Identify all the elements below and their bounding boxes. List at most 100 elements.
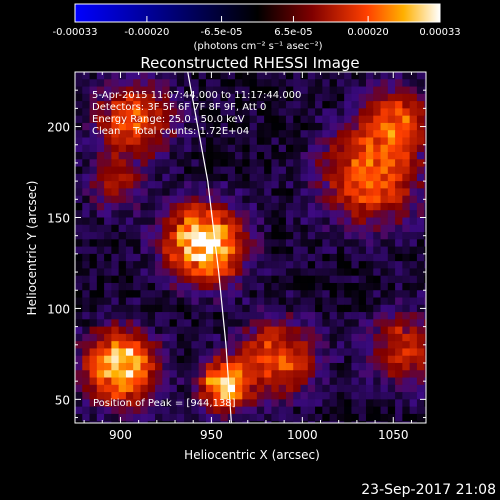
- heatmap-cell: [242, 210, 251, 218]
- heatmap-cell: [118, 362, 127, 371]
- heatmap-cell: [89, 413, 98, 422]
- heatmap-cell: [344, 413, 352, 422]
- heatmap-cell: [351, 217, 360, 226]
- heatmap-cell: [293, 79, 302, 88]
- heatmap-cell: [176, 130, 185, 138]
- heatmap-cell: [249, 268, 258, 277]
- heatmap-cell: [235, 326, 243, 335]
- heatmap-cell: [155, 144, 163, 153]
- heatmap-cell: [293, 362, 302, 371]
- heatmap-cell: [293, 152, 302, 160]
- heatmap-cell: [351, 86, 360, 95]
- heatmap-cell: [256, 152, 265, 160]
- y-tick-label: 200: [47, 121, 70, 135]
- heatmap-cell: [387, 108, 396, 117]
- heatmap-cell: [373, 130, 382, 138]
- heatmap-cell: [365, 370, 374, 379]
- heatmap-cell: [417, 428, 425, 436]
- heatmap-cell: [278, 72, 287, 80]
- heatmap-cell: [285, 195, 294, 204]
- heatmap-cell: [147, 159, 156, 168]
- heatmap-cell: [235, 239, 243, 248]
- heatmap-cell: [307, 188, 316, 197]
- heatmap-cell: [285, 362, 294, 371]
- heatmap-cell: [227, 159, 236, 168]
- heatmap-cell: [395, 304, 403, 313]
- heatmap-cell: [242, 159, 251, 168]
- heatmap-cell: [242, 406, 251, 415]
- heatmap-cell: [169, 275, 178, 284]
- heatmap-cell: [424, 428, 432, 436]
- heatmap-cell: [416, 246, 425, 255]
- heatmap-cell: [409, 333, 418, 342]
- heatmap-cell: [82, 166, 91, 175]
- heatmap-cell: [365, 421, 374, 423]
- heatmap-cell: [205, 341, 214, 349]
- heatmap-cell: [198, 108, 207, 117]
- heatmap-cell: [424, 202, 426, 211]
- heatmap-cell: [111, 348, 120, 357]
- heatmap-cell: [147, 304, 156, 313]
- heatmap-cell: [387, 210, 396, 218]
- heatmap-cell: [82, 261, 91, 269]
- heatmap-cell: [395, 232, 403, 240]
- heatmap-cell: [416, 137, 425, 146]
- heatmap-cell: [380, 312, 389, 320]
- heatmap-cell: [118, 399, 127, 408]
- heatmap-cell: [176, 108, 185, 117]
- heatmap-cell: [387, 282, 396, 291]
- heatmap-cell: [409, 282, 418, 291]
- generation-timestamp: 23-Sep-2017 21:08: [361, 482, 496, 498]
- heatmap-cell: [380, 290, 389, 299]
- heatmap-cell: [264, 93, 272, 102]
- heatmap-cell: [169, 232, 178, 240]
- heatmap-cell: [75, 217, 83, 226]
- heatmap-cell: [184, 304, 192, 313]
- heatmap-cell: [365, 93, 374, 102]
- heatmap-cell: [198, 246, 207, 255]
- heatmap-cell: [220, 384, 229, 393]
- heatmap-cell: [358, 159, 367, 168]
- heatmap-cell: [315, 421, 323, 423]
- heatmap-cell: [373, 421, 382, 423]
- heatmap-cell: [162, 246, 171, 255]
- heatmap-cell: [402, 362, 411, 371]
- heatmap-cell: [344, 297, 352, 306]
- heatmap-cell: [242, 333, 251, 342]
- heatmap-cell: [387, 348, 396, 357]
- heatmap-cell: [322, 377, 331, 386]
- heatmap-cell: [380, 210, 389, 218]
- heatmap-cell: [285, 79, 294, 88]
- heatmap-cell: [336, 217, 345, 226]
- heatmap-cell: [409, 268, 418, 277]
- heatmap-cell: [242, 232, 251, 240]
- heatmap-cell: [198, 384, 207, 393]
- heatmap-cell: [155, 130, 163, 138]
- heatmap-cell: [373, 72, 382, 80]
- heatmap-cell: [424, 362, 426, 371]
- heatmap-cell: [365, 355, 374, 364]
- heatmap-cell: [227, 290, 236, 299]
- heatmap-cell: [315, 282, 323, 291]
- heatmap-cell: [351, 326, 360, 335]
- heatmap-cell: [111, 333, 120, 342]
- heatmap-cell: [227, 72, 236, 80]
- heatmap-cell: [198, 202, 207, 211]
- heatmap-cell: [96, 413, 105, 422]
- heatmap-cell: [184, 202, 192, 211]
- heatmap-cell: [431, 370, 439, 378]
- heatmap-cell: [235, 202, 243, 211]
- heatmap-cell: [431, 421, 439, 429]
- heatmap-cell: [344, 326, 352, 335]
- heatmap-cell: [96, 333, 105, 342]
- heatmap-cell: [140, 159, 149, 168]
- heatmap-cell: [169, 399, 178, 408]
- heatmap-cell: [89, 261, 98, 269]
- heatmap-cell: [162, 79, 171, 88]
- heatmap-cell: [315, 275, 323, 284]
- heatmap-cell: [431, 290, 439, 298]
- heatmap-cell: [329, 232, 338, 240]
- heatmap-cell: [271, 421, 280, 423]
- heatmap-cell: [89, 275, 98, 284]
- heatmap-cell: [104, 130, 112, 138]
